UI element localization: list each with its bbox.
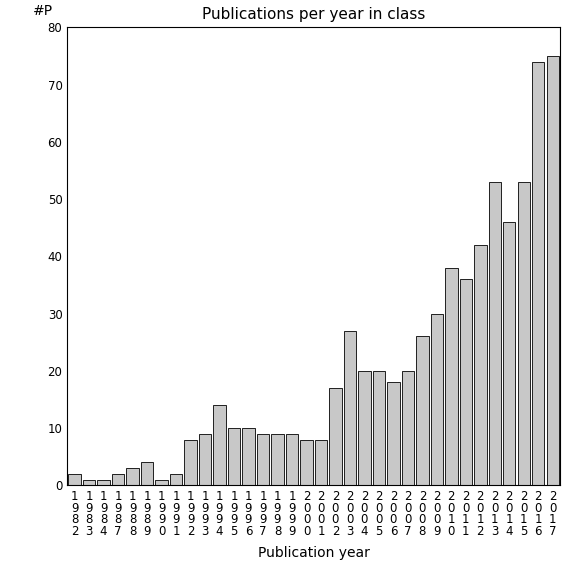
Bar <box>199 434 211 485</box>
Bar <box>329 388 341 485</box>
Bar <box>402 371 414 485</box>
Bar <box>344 331 356 485</box>
X-axis label: Publication year: Publication year <box>258 546 370 560</box>
Bar <box>532 62 544 485</box>
Bar <box>489 182 501 485</box>
Bar <box>503 222 515 485</box>
Bar <box>141 463 153 485</box>
Bar <box>460 279 472 485</box>
Bar <box>301 439 312 485</box>
Bar <box>257 434 269 485</box>
Bar <box>83 480 95 485</box>
Bar <box>213 405 226 485</box>
Bar <box>547 56 559 485</box>
Bar <box>431 314 443 485</box>
Bar <box>184 439 197 485</box>
Bar <box>155 480 168 485</box>
Bar <box>228 428 240 485</box>
Bar <box>445 268 458 485</box>
Y-axis label: #P: #P <box>33 4 53 18</box>
Bar <box>170 474 182 485</box>
Bar <box>98 480 110 485</box>
Title: Publications per year in class: Publications per year in class <box>202 7 425 22</box>
Bar <box>474 245 486 485</box>
Bar <box>518 182 530 485</box>
Bar <box>126 468 139 485</box>
Bar <box>242 428 255 485</box>
Bar <box>358 371 371 485</box>
Bar <box>373 371 385 485</box>
Bar <box>286 434 298 485</box>
Bar <box>112 474 124 485</box>
Bar <box>315 439 327 485</box>
Bar <box>416 336 429 485</box>
Bar <box>271 434 284 485</box>
Bar <box>387 382 400 485</box>
Bar <box>69 474 81 485</box>
